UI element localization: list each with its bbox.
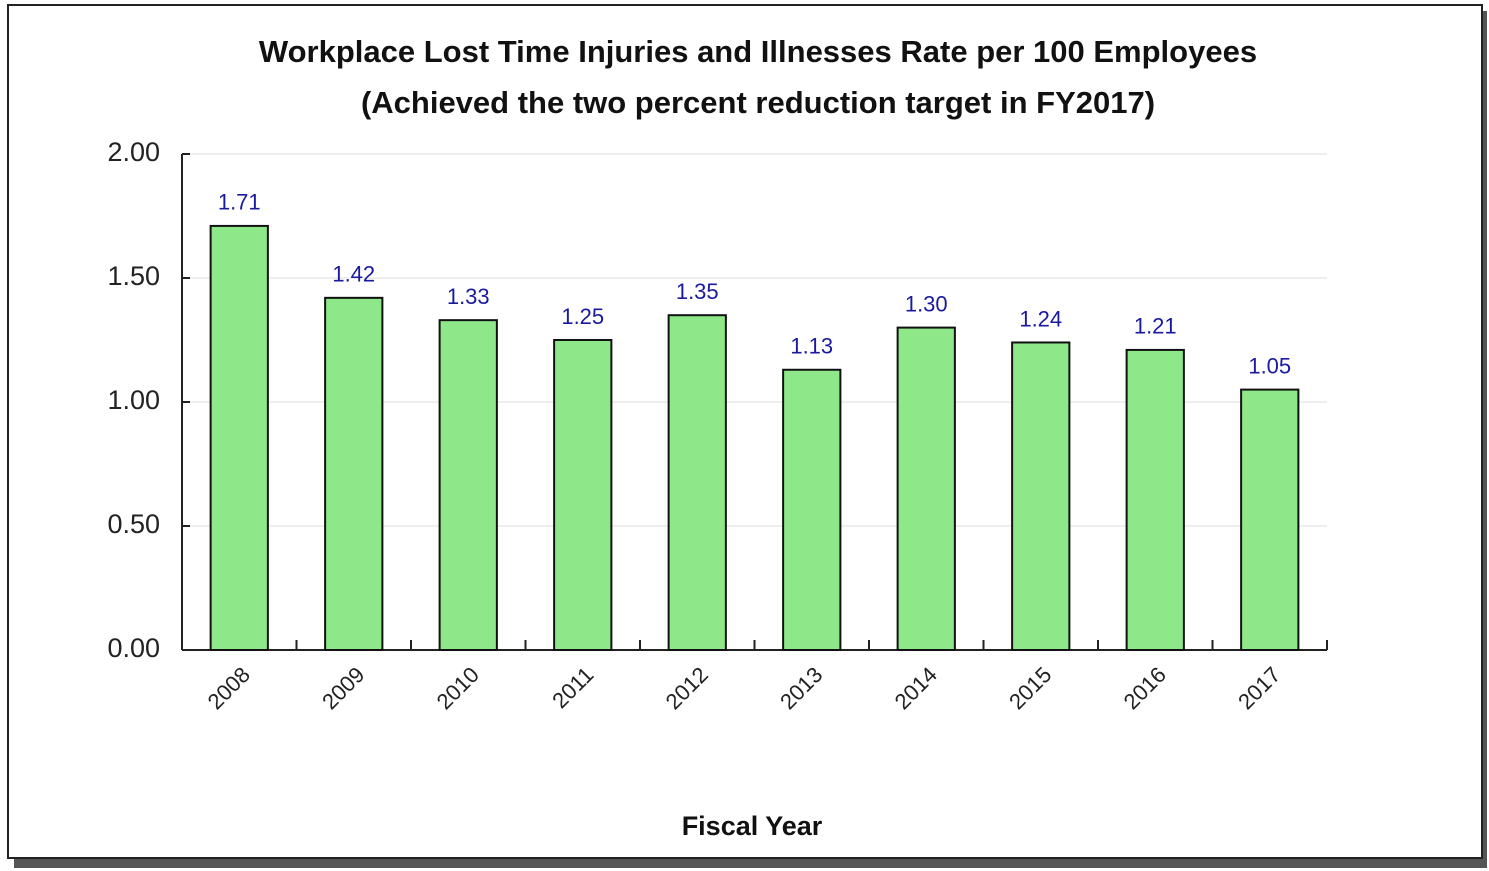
y-tick-label: 1.00 (107, 385, 160, 415)
chart: Workplace Lost Time Injuries and Illness… (0, 0, 1489, 871)
data-label: 1.35 (676, 279, 719, 304)
bar (1241, 390, 1298, 650)
data-label: 1.21 (1134, 314, 1177, 339)
y-tick-label: 1.50 (107, 261, 160, 291)
data-label: 1.25 (561, 304, 604, 329)
bar (1127, 350, 1184, 650)
data-label: 1.71 (218, 190, 261, 215)
bar (783, 370, 840, 650)
chart-title: Workplace Lost Time Injuries and Illness… (259, 34, 1257, 69)
x-axis-title: Fiscal Year (682, 811, 823, 841)
bar (440, 320, 497, 650)
data-label: 1.05 (1248, 353, 1291, 378)
data-label: 1.33 (447, 284, 490, 309)
data-label: 1.42 (332, 262, 375, 287)
data-label: 1.13 (790, 334, 833, 359)
bar (325, 298, 382, 650)
data-label: 1.24 (1019, 306, 1062, 331)
bar (669, 315, 726, 650)
y-tick-label: 0.00 (107, 633, 160, 663)
y-tick-label: 2.00 (107, 137, 160, 167)
bar (211, 226, 268, 650)
bar (1012, 342, 1069, 650)
bar (898, 328, 955, 650)
data-label: 1.30 (905, 291, 948, 316)
chart-subtitle: (Achieved the two percent reduction targ… (361, 85, 1155, 120)
y-tick-label: 0.50 (107, 509, 160, 539)
page: {"chart_data": { "type": "bar", "title":… (0, 0, 1489, 871)
bar (554, 340, 611, 650)
